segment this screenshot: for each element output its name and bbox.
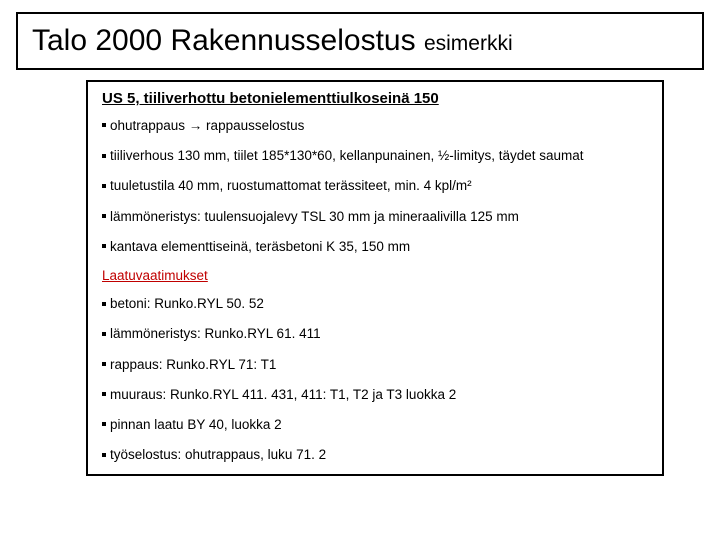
quality-text: betoni: Runko.RYL 50. 52 — [110, 296, 264, 311]
bullet-icon — [102, 123, 106, 127]
spec-text: tiiliverhous 130 mm, tiilet 185*130*60, … — [110, 148, 584, 163]
content-heading: US 5, tiiliverhottu betonielementtiulkos… — [102, 90, 648, 107]
bullet-icon — [102, 154, 106, 158]
title-container: Talo 2000 Rakennusselostus esimerkki — [16, 12, 704, 70]
page-title: Talo 2000 Rakennusselostus esimerkki — [32, 24, 688, 58]
spec-line: lämmöneristys: tuulensuojalevy TSL 30 mm… — [102, 208, 648, 226]
bullet-icon — [102, 244, 106, 248]
title-sub: esimerkki — [424, 32, 513, 55]
quality-text: pinnan laatu BY 40, luokka 2 — [110, 417, 282, 432]
bullet-icon — [102, 214, 106, 218]
bullet-icon — [102, 422, 106, 426]
content-container: US 5, tiiliverhottu betonielementtiulkos… — [86, 80, 664, 476]
spec-text: ohutrappaus → rappausselostus — [110, 118, 304, 133]
spec-text: tuuletustila 40 mm, ruostumattomat teräs… — [110, 178, 472, 193]
quality-heading: Laatuvaatimukset — [102, 268, 648, 283]
quality-line: muuraus: Runko.RYL 411. 431, 411: T1, T2… — [102, 386, 648, 404]
bullet-icon — [102, 184, 106, 188]
bullet-icon — [102, 332, 106, 336]
title-main: Talo 2000 Rakennusselostus — [32, 24, 416, 57]
quality-line: rappaus: Runko.RYL 71: T1 — [102, 356, 648, 374]
spec-text: kantava elementtiseinä, teräsbetoni K 35… — [110, 239, 410, 254]
spec-line: ohutrappaus → rappausselostus — [102, 117, 648, 135]
quality-text: lämmöneristys: Runko.RYL 61. 411 — [110, 326, 321, 341]
quality-text: rappaus: Runko.RYL 71: T1 — [110, 357, 276, 372]
bullet-icon — [102, 392, 106, 396]
quality-line: pinnan laatu BY 40, luokka 2 — [102, 416, 648, 434]
quality-line: lämmöneristys: Runko.RYL 61. 411 — [102, 325, 648, 343]
bullet-icon — [102, 302, 106, 306]
spec-line: kantava elementtiseinä, teräsbetoni K 35… — [102, 238, 648, 256]
bullet-icon — [102, 362, 106, 366]
spec-line: tuuletustila 40 mm, ruostumattomat teräs… — [102, 177, 648, 195]
quality-line: betoni: Runko.RYL 50. 52 — [102, 295, 648, 313]
quality-text: muuraus: Runko.RYL 411. 431, 411: T1, T2… — [110, 387, 456, 402]
bullet-icon — [102, 453, 106, 457]
spec-line: tiiliverhous 130 mm, tiilet 185*130*60, … — [102, 147, 648, 165]
quality-text: työselostus: ohutrappaus, luku 71. 2 — [110, 447, 326, 462]
quality-line: työselostus: ohutrappaus, luku 71. 2 — [102, 446, 648, 464]
spec-text: lämmöneristys: tuulensuojalevy TSL 30 mm… — [110, 209, 519, 224]
